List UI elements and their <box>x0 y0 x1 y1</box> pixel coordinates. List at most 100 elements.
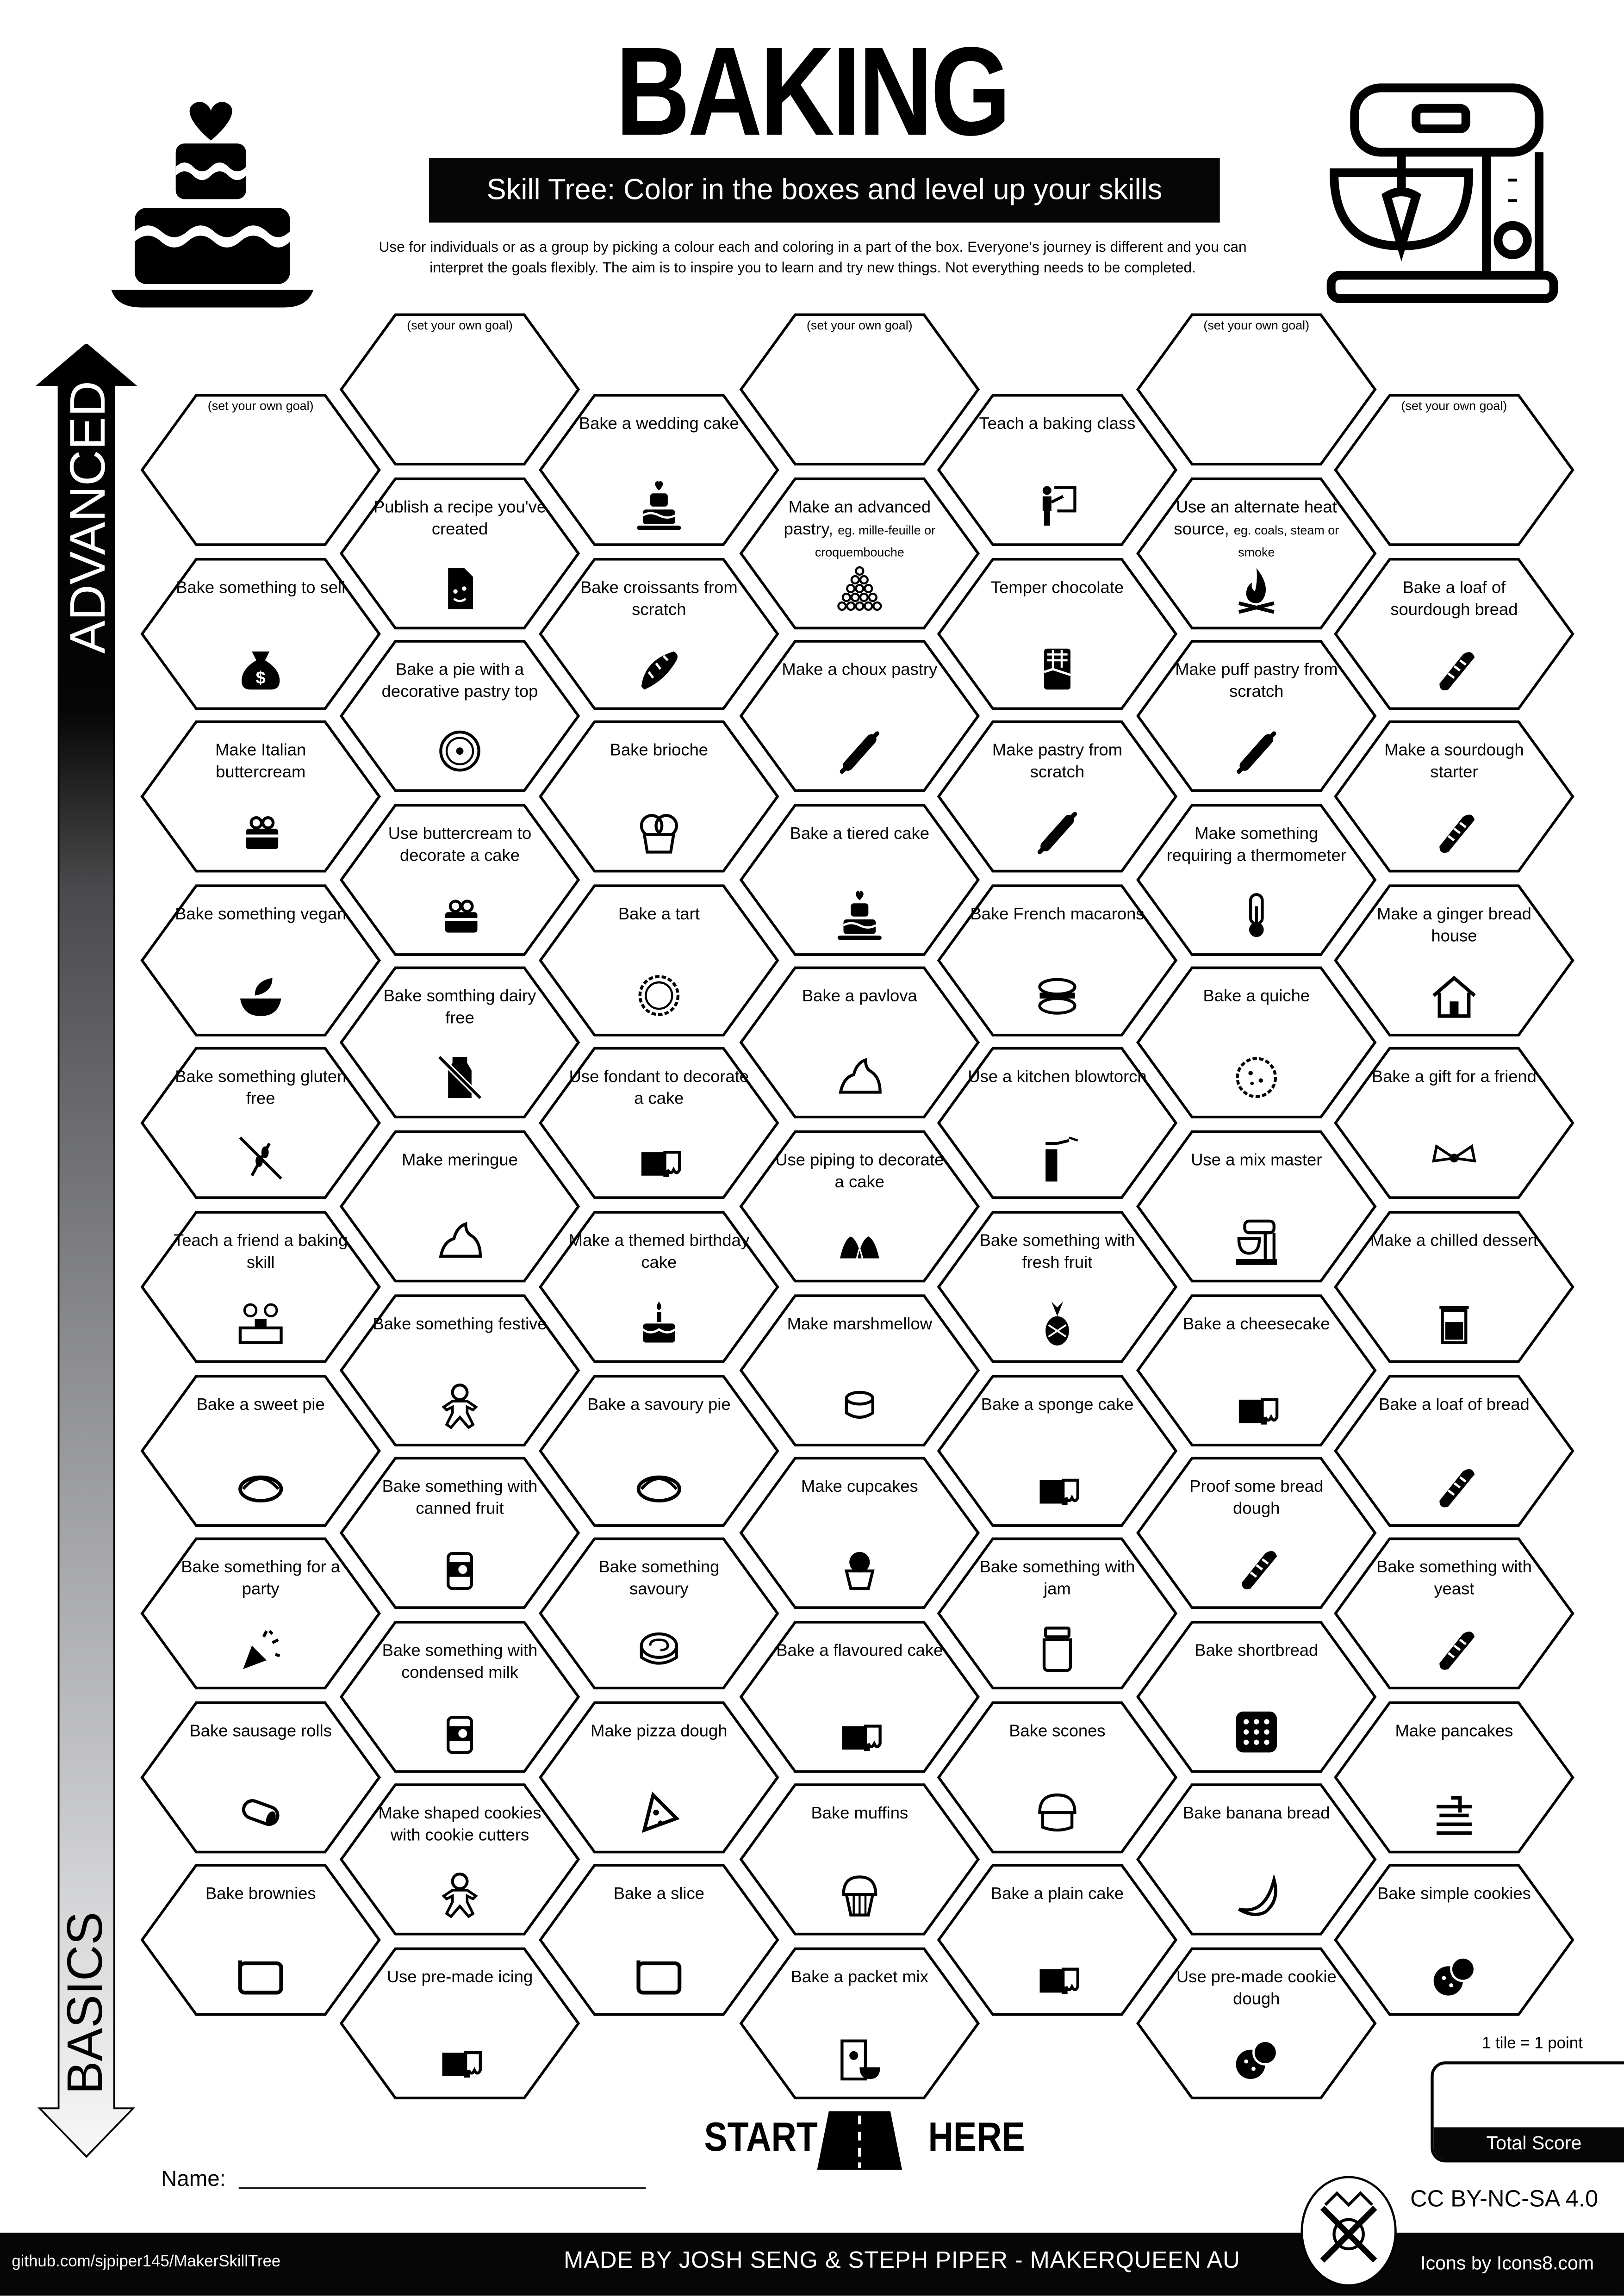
skill-tile[interactable]: Bake something with yeast <box>1334 1538 1574 1690</box>
skill-tile[interactable]: Make an advanced pastry, eg. mille-feuil… <box>739 477 980 629</box>
skill-tile[interactable]: Bake something vegan <box>140 884 381 1036</box>
goal-tile[interactable]: (set your own goal) <box>339 313 580 465</box>
goal-tile[interactable]: (set your own goal) <box>739 313 980 465</box>
skill-label: Use a kitchen blowtorch <box>966 1068 1148 1090</box>
skill-label: Bake a cheesecake <box>1166 1314 1347 1336</box>
skill-tile[interactable]: Bake brioche <box>539 720 779 873</box>
skill-text: Bake something with jam <box>979 1559 1135 1599</box>
skill-tile[interactable]: Bake a flavoured cake <box>739 1620 980 1773</box>
skill-tile[interactable]: Bake something festive <box>339 1294 580 1446</box>
skill-tile[interactable]: Make Italian buttercream <box>140 720 381 873</box>
skill-tile[interactable]: Use piping to decorate a cake <box>739 1130 980 1283</box>
skill-tile[interactable]: Bake a pie with a decorative pastry top <box>339 640 580 793</box>
skill-tile[interactable]: Make a choux pastry <box>739 640 980 793</box>
skill-tile[interactable]: Bake something with jam <box>937 1538 1178 1690</box>
skill-tile[interactable]: Make shaped cookies with cookie cutters <box>339 1784 580 1936</box>
skill-tile[interactable]: Bake a sweet pie <box>140 1374 381 1527</box>
skill-tile[interactable]: Temper chocolate <box>937 557 1178 709</box>
skill-tile[interactable]: Bake brownies <box>140 1864 381 2017</box>
skill-tile[interactable]: Make pancakes <box>1334 1701 1574 1853</box>
skill-text: Bake brownies <box>205 1886 316 1904</box>
skill-tile[interactable]: Bake a sponge cake <box>937 1374 1178 1527</box>
skill-tile[interactable]: Use pre-made cookie dough <box>1136 1947 1377 2100</box>
skill-tile[interactable]: Use pre-made icing <box>339 1947 580 2100</box>
skill-tile[interactable]: Use a mix master <box>1136 1130 1377 1283</box>
skill-tile[interactable]: Bake a wedding cake <box>539 394 779 546</box>
skill-tile[interactable]: Bake scones <box>937 1701 1178 1853</box>
skill-tile[interactable]: Make pizza dough <box>539 1701 779 1853</box>
skill-text: Bake croissants from scratch <box>580 579 738 619</box>
skill-label: Publish a recipe you've created <box>369 497 550 541</box>
skill-tile[interactable]: Bake a tiered cake <box>739 803 980 956</box>
skill-text: Use buttercream to decorate a cake <box>388 825 532 865</box>
skill-label: Use buttercream to decorate a cake <box>369 824 550 868</box>
skill-tile[interactable]: Bake something for a party <box>140 1538 381 1690</box>
skill-tile[interactable]: Bake a pavlova <box>739 967 980 1119</box>
hex-outline <box>1136 477 1377 629</box>
skill-tile[interactable]: Bake shortbread <box>1136 1620 1377 1773</box>
basics-label: BASICS <box>57 1911 114 2095</box>
skill-tile[interactable]: Use a kitchen blowtorch <box>937 1047 1178 1200</box>
skill-tile[interactable]: Make meringue <box>339 1130 580 1283</box>
skill-tile[interactable]: Bake a savoury pie <box>539 1374 779 1527</box>
skill-tile[interactable]: Make something requiring a thermometer <box>1136 803 1377 956</box>
skill-tile[interactable]: Bake a loaf of sourdough bread <box>1334 557 1574 709</box>
svg-text:$: $ <box>256 668 266 687</box>
goal-tile[interactable]: (set your own goal) <box>140 394 381 546</box>
hex-outline <box>1334 1211 1574 1363</box>
cake-piece-icon <box>1039 1968 1079 1995</box>
skill-tile[interactable]: Bake something gluten free <box>140 1047 381 1200</box>
skill-text: Make puff pastry from scratch <box>1175 662 1338 702</box>
skill-tile[interactable]: Bake a tart <box>539 884 779 1036</box>
skill-tile[interactable]: Use fondant to decorate a cake <box>539 1047 779 1200</box>
skill-tile[interactable]: Bake a slice <box>539 1864 779 2017</box>
skill-tile[interactable]: Use buttercream to decorate a cake <box>339 803 580 956</box>
skill-tile[interactable]: Bake croissants from scratch <box>539 557 779 709</box>
skill-tile[interactable]: Make a sourdough starter <box>1334 720 1574 873</box>
skill-tile[interactable]: Use an alternate heat source, eg. coals,… <box>1136 477 1377 629</box>
skill-label: Bake French macarons <box>966 905 1148 926</box>
skill-tile[interactable]: Bake a gift for a friend <box>1334 1047 1574 1200</box>
skill-tile[interactable]: Bake a loaf of bread <box>1334 1374 1574 1527</box>
skill-tile[interactable]: Teach a friend a baking skill <box>140 1211 381 1363</box>
icons-credit[interactable]: Icons by Icons8.com <box>1420 2252 1594 2274</box>
skill-tile[interactable]: Bake a packet mix <box>739 1947 980 2100</box>
bread-icon <box>1242 1551 1277 1590</box>
github-link[interactable]: github.com/sjpiper145/MakerSkillTree <box>12 2253 281 2271</box>
skill-text: Use an alternate heat source, <box>1174 498 1337 539</box>
skill-tile[interactable]: Proof some bread dough <box>1136 1457 1377 1609</box>
goal-tile[interactable]: (set your own goal) <box>1334 394 1574 546</box>
goal-tile[interactable]: (set your own goal) <box>1136 313 1377 465</box>
skill-tile[interactable]: Bake simple cookies <box>1334 1864 1574 2017</box>
skill-tile[interactable]: Make pastry from scratch <box>937 720 1178 873</box>
skill-tile[interactable]: Bake a cheesecake <box>1136 1294 1377 1446</box>
skill-tile[interactable]: Make marshmellow <box>739 1294 980 1446</box>
skill-tile[interactable]: Teach a baking class <box>937 394 1178 546</box>
skill-tile[interactable]: Bake banana bread <box>1136 1784 1377 1936</box>
skill-text: Proof some bread dough <box>1189 1479 1324 1519</box>
skill-tile[interactable]: Bake something with canned fruit <box>339 1457 580 1609</box>
skill-tile[interactable]: Bake a quiche <box>1136 967 1377 1119</box>
skill-tile[interactable]: Make cupcakes <box>739 1457 980 1609</box>
skill-tile[interactable]: Make puff pastry from scratch <box>1136 640 1377 793</box>
skill-tile[interactable]: Bake a plain cake <box>937 1864 1178 2017</box>
skill-tile[interactable]: Bake French macarons <box>937 884 1178 1036</box>
skill-text: Bake a quiche <box>1203 989 1310 1006</box>
here-label: HERE <box>928 2114 1025 2160</box>
skill-label: Make marshmellow <box>769 1314 950 1336</box>
skill-tile[interactable]: Bake something to sell $ <box>140 557 381 709</box>
skill-tile[interactable]: Publish a recipe you've created <box>339 477 580 629</box>
skill-tile[interactable]: Bake sausage rolls <box>140 1701 381 1853</box>
skill-tile[interactable]: Bake something savoury <box>539 1538 779 1690</box>
total-score-box[interactable]: Total Score <box>1431 2061 1624 2163</box>
name-field[interactable] <box>238 2187 646 2189</box>
skill-tile[interactable]: Make a chilled dessert <box>1334 1211 1574 1363</box>
skill-tile[interactable]: Bake muffins <box>739 1784 980 1936</box>
stand-mixer-icon <box>1236 1219 1277 1265</box>
skill-tile[interactable]: Make a ginger bread house <box>1334 884 1574 1036</box>
skill-label: Bake sausage rolls <box>170 1721 351 1743</box>
skill-tile[interactable]: Bake somthing dairy free <box>339 967 580 1119</box>
skill-tile[interactable]: Bake something with condensed milk <box>339 1620 580 1773</box>
skill-tile[interactable]: Bake something with fresh fruit <box>937 1211 1178 1363</box>
skill-tile[interactable]: Make a themed birthday cake <box>539 1211 779 1363</box>
